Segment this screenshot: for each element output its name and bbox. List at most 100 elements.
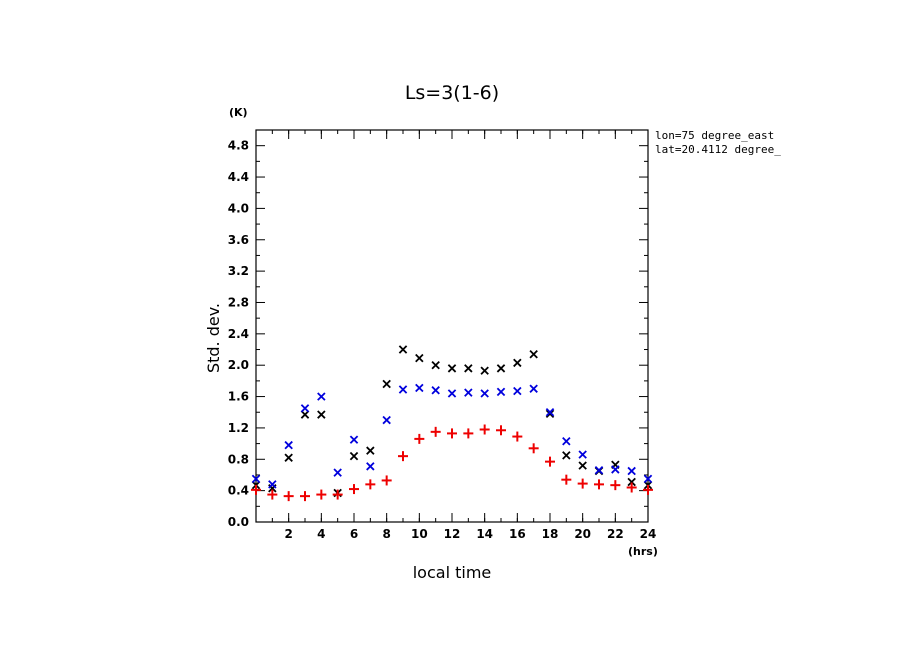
y-tick-label: 3.6 xyxy=(228,233,249,247)
x-tick-label: 18 xyxy=(542,527,559,541)
x-tick-label: 16 xyxy=(509,527,526,541)
x-tick-label: 20 xyxy=(574,527,591,541)
data-point xyxy=(300,404,310,413)
y-tick-label: 4.8 xyxy=(228,139,249,153)
y-tick-label: 4.0 xyxy=(228,201,249,215)
data-point xyxy=(365,479,376,490)
data-point xyxy=(398,345,408,354)
data-point xyxy=(545,409,555,419)
data-point xyxy=(398,451,408,462)
data-point xyxy=(366,462,375,471)
data-point xyxy=(578,450,587,459)
data-point xyxy=(496,425,506,436)
y-tick-label: 0.4 xyxy=(228,484,249,498)
data-point xyxy=(479,424,490,435)
data-point xyxy=(496,387,506,397)
data-point xyxy=(561,474,572,485)
data-point xyxy=(300,410,310,419)
data-point xyxy=(431,386,440,395)
data-point xyxy=(349,484,359,495)
y-tick-label: 0.0 xyxy=(228,515,249,529)
ticks: 2 4 6 8 10 12 14 16 18 20 22 240.00.40.81.21.62.02.… xyxy=(228,130,657,541)
data-point xyxy=(464,364,473,373)
x-tick-label: 14 xyxy=(476,527,493,541)
y-tick-label: 2.4 xyxy=(228,327,249,341)
data-point xyxy=(382,379,391,389)
data-point xyxy=(430,426,441,437)
data-point xyxy=(578,461,587,470)
y-unit: (K) xyxy=(229,106,248,119)
y-tick-label: 4.4 xyxy=(228,170,249,184)
y-tick-label: 2.0 xyxy=(228,358,249,372)
data-point xyxy=(332,489,343,500)
x-tick-label: 6 xyxy=(350,527,358,541)
data-point xyxy=(496,364,506,373)
data-point xyxy=(626,482,637,493)
data-point xyxy=(333,468,342,477)
data-point xyxy=(464,388,473,397)
data-point xyxy=(529,384,538,393)
x-tick-label: 24 xyxy=(640,527,657,541)
data-point xyxy=(545,456,555,467)
data-point xyxy=(447,428,457,439)
data-point xyxy=(251,474,261,484)
data-point xyxy=(317,410,326,419)
data-point xyxy=(268,480,277,489)
y-tick-label: 2.8 xyxy=(228,295,249,309)
data-point xyxy=(562,451,571,460)
annotation-lat: lat=20.4112 degree_ xyxy=(655,143,781,156)
y-tick-label: 3.2 xyxy=(228,264,249,278)
data-point xyxy=(528,443,539,454)
data-point xyxy=(431,360,440,370)
data-point xyxy=(284,440,293,450)
chart-title: Ls=3(1-6) xyxy=(405,82,499,104)
data-marks xyxy=(251,345,653,502)
plot-frame xyxy=(255,129,649,523)
data-point xyxy=(447,389,457,398)
data-point xyxy=(594,479,604,490)
data-point xyxy=(610,480,621,491)
data-point xyxy=(627,466,636,476)
data-point xyxy=(447,364,457,373)
data-point xyxy=(611,465,620,474)
data-point xyxy=(463,428,474,439)
data-point xyxy=(317,392,326,401)
y-tick-label: 1.6 xyxy=(228,390,249,404)
x-unit: (hrs) xyxy=(628,545,658,558)
x-tick-label: 8 xyxy=(382,527,390,541)
data-point xyxy=(316,489,327,500)
data-point xyxy=(545,408,555,417)
data-point xyxy=(300,491,310,502)
data-point xyxy=(415,383,424,393)
y-tick-label: 1.2 xyxy=(228,421,249,435)
data-point xyxy=(414,433,425,444)
data-point xyxy=(398,385,408,394)
x-tick-label: 22 xyxy=(607,527,624,541)
data-point xyxy=(382,415,391,425)
data-point xyxy=(627,477,636,487)
data-point xyxy=(349,435,359,444)
data-point xyxy=(577,478,588,489)
data-point xyxy=(529,349,538,359)
x-axis-label: local time xyxy=(413,563,492,582)
x-tick-label: 10 xyxy=(411,527,428,541)
data-point xyxy=(349,451,359,461)
data-point xyxy=(480,366,489,375)
data-point xyxy=(513,358,522,368)
x-tick-label: 4 xyxy=(317,527,325,541)
data-point xyxy=(267,489,278,500)
y-axis-label: Std. dev. xyxy=(204,303,223,373)
data-point xyxy=(251,484,261,495)
data-point xyxy=(283,491,294,502)
annotation-lon: lon=75 degree_east xyxy=(655,129,774,142)
data-point xyxy=(480,389,489,398)
x-tick-label: 12 xyxy=(444,527,461,541)
x-tick-label: 2 xyxy=(284,527,292,541)
data-point xyxy=(381,475,392,486)
data-point xyxy=(415,353,424,363)
data-point xyxy=(366,446,375,455)
data-point xyxy=(643,474,653,484)
data-point xyxy=(643,484,653,495)
data-point xyxy=(284,453,293,462)
